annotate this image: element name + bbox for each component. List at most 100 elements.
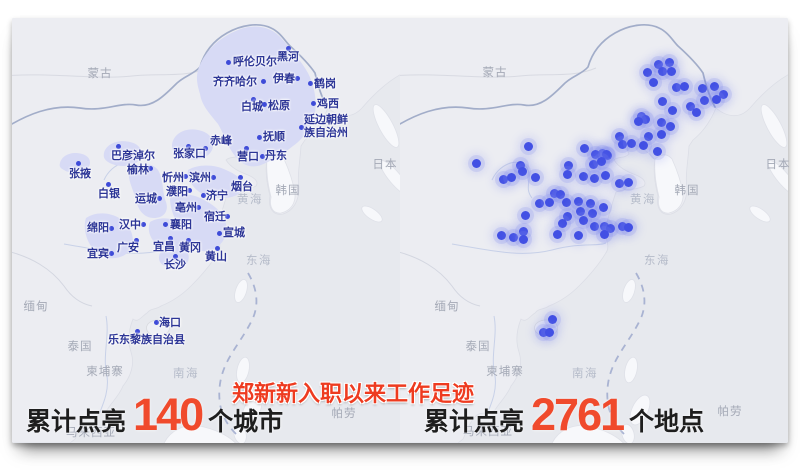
city-dot	[260, 78, 266, 84]
location-dot	[653, 59, 663, 69]
location-dot	[518, 226, 528, 236]
location-dot	[643, 131, 653, 141]
location-dot	[506, 172, 516, 182]
country-label: 帕劳	[717, 406, 743, 418]
location-dot	[656, 129, 666, 139]
city-dot	[105, 181, 111, 187]
city-label: 海口	[159, 317, 181, 329]
sea-label: 黄海	[237, 194, 263, 206]
location-dot	[666, 66, 676, 76]
location-dot	[561, 197, 571, 207]
location-dot	[648, 77, 658, 87]
city-dot	[162, 221, 168, 227]
location-dot	[530, 172, 540, 182]
sea-label: 南海	[572, 368, 598, 380]
location-dot	[575, 206, 585, 216]
city-dot	[185, 237, 191, 243]
location-dot	[588, 159, 598, 169]
city-dot	[140, 221, 146, 227]
location-dot	[711, 94, 721, 104]
location-dot	[691, 107, 701, 117]
city-dot	[185, 143, 191, 149]
location-dot	[699, 95, 709, 105]
city-dot	[195, 204, 201, 210]
country-label: 蒙古	[87, 68, 113, 80]
city-dot	[108, 225, 114, 231]
city-label: 白银	[98, 188, 120, 200]
location-dot	[679, 81, 689, 91]
location-dot	[589, 221, 599, 231]
city-dot	[310, 100, 316, 106]
location-dot	[656, 117, 666, 127]
location-dot	[614, 178, 624, 188]
stat-locations-suffix: 个地点	[629, 408, 705, 436]
stat-locations-value: 2761	[531, 389, 625, 440]
country-label: 缅甸	[434, 301, 460, 313]
city-dot	[156, 195, 162, 201]
location-dot	[579, 143, 589, 153]
city-dot	[285, 45, 291, 51]
city-label: 烟台	[231, 181, 253, 193]
location-dot	[578, 171, 588, 181]
sea-label: 黄海	[630, 194, 656, 206]
location-dot	[555, 189, 565, 199]
location-dot	[557, 218, 567, 228]
city-dot	[115, 143, 121, 149]
country-label: 日本	[372, 159, 398, 171]
location-dot	[623, 222, 633, 232]
location-dot	[598, 202, 608, 212]
city-label: 营口	[237, 151, 259, 163]
city-label: 榆林	[127, 164, 149, 176]
city-label: 宣城	[223, 227, 245, 239]
city-dot	[214, 245, 220, 251]
city-label: 呼伦贝尔	[233, 56, 277, 68]
location-dot	[498, 174, 508, 184]
city-label: 延边朝鲜 族自治州	[304, 114, 348, 140]
city-label: 忻州	[162, 172, 184, 184]
location-dot	[552, 229, 562, 239]
city-label: 张掖	[69, 168, 91, 180]
city-label: 鹤岗	[314, 78, 336, 90]
country-label: 泰国	[465, 341, 491, 353]
location-dot	[599, 221, 609, 231]
location-dot	[614, 131, 624, 141]
city-dot	[133, 237, 139, 243]
location-dot	[709, 81, 719, 91]
city-label: 松原	[268, 100, 290, 112]
city-label: 宜宾	[87, 248, 109, 260]
city-label: 鸡西	[317, 98, 339, 110]
city-dot	[307, 80, 313, 86]
city-label: 广安	[117, 242, 139, 254]
city-dot	[200, 192, 206, 198]
country-label: 蒙古	[482, 67, 508, 79]
location-dot	[585, 198, 595, 208]
city-label: 伊春	[273, 73, 295, 85]
city-label: 张家口	[173, 148, 206, 160]
city-dot	[210, 174, 216, 180]
stat-cities-prefix: 累计点亮	[26, 408, 127, 436]
city-dot	[182, 173, 188, 179]
headline-title: 郑新新入职以来工作足迹	[231, 381, 475, 406]
location-dot	[697, 83, 707, 93]
location-dot	[599, 229, 609, 239]
location-dot	[657, 66, 667, 76]
location-dot	[544, 327, 554, 337]
location-dot	[623, 177, 633, 187]
location-dot	[518, 234, 528, 244]
location-dot	[605, 223, 615, 233]
city-label: 黑河	[277, 51, 299, 63]
location-dot	[562, 169, 572, 179]
city-dot	[243, 145, 249, 151]
country-label: 缅甸	[23, 301, 49, 313]
country-label: 柬埔寨	[86, 366, 124, 378]
location-dot	[523, 141, 533, 151]
city-label: 长沙	[164, 259, 186, 271]
country-label: 柬埔寨	[486, 366, 524, 378]
location-dot	[617, 139, 627, 149]
location-dot	[718, 89, 728, 99]
city-dot	[147, 165, 153, 171]
location-dot	[471, 158, 481, 168]
country-label: 马来西亚	[66, 427, 116, 439]
location-dot	[617, 221, 627, 231]
location-dot	[578, 215, 588, 225]
